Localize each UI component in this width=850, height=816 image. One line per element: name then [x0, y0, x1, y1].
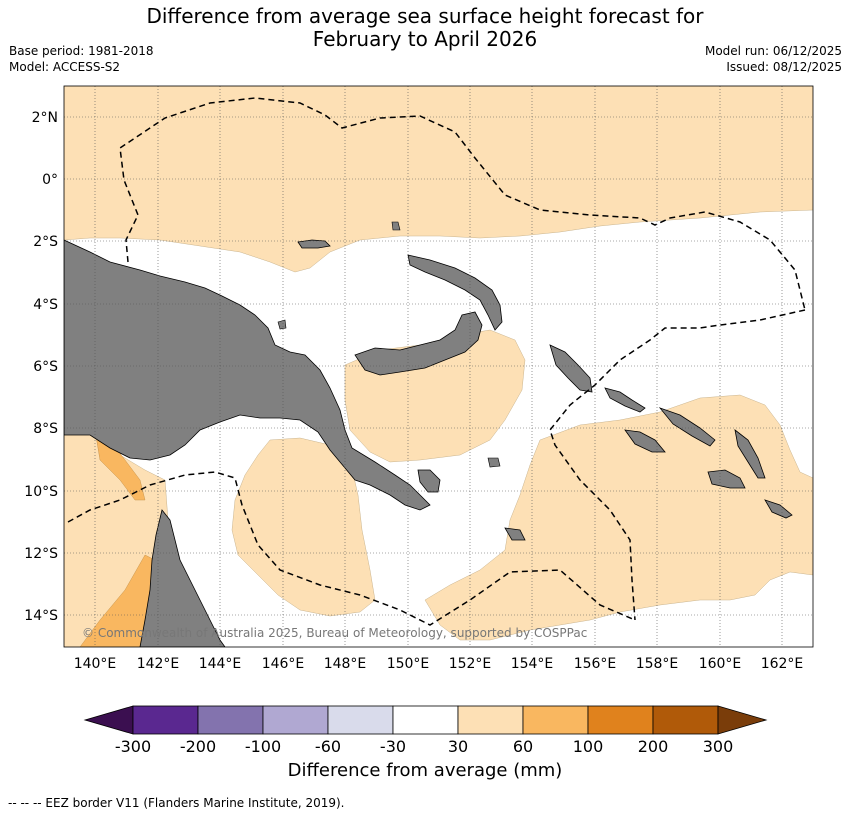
lon-label: 152°E	[449, 656, 492, 672]
map-area	[64, 86, 813, 647]
colorbar-tick: 60	[513, 737, 533, 756]
lon-label: 154°E	[511, 656, 554, 672]
land-malaita	[734, 429, 766, 479]
lon-label: 160°E	[699, 656, 742, 672]
grid-lines	[64, 86, 813, 647]
land-choiseul	[604, 387, 646, 413]
model-run: Model run: 06/12/2025	[704, 44, 842, 58]
lat-label: 14°S	[24, 608, 58, 624]
colorbar-swatch	[197, 705, 264, 735]
lon-label: 156°E	[574, 656, 617, 672]
colorbar-extend-high	[717, 705, 768, 735]
land-guadalcanal	[624, 429, 666, 453]
eez-png-north	[119, 97, 806, 311]
colorbar-swatch	[327, 705, 394, 735]
colorbar-tick: 100	[573, 737, 604, 756]
issued-date: Issued: 08/12/2025	[726, 60, 842, 74]
model-name: Model: ACCESS-S2	[9, 60, 121, 74]
colorbar-tick: 300	[703, 737, 734, 756]
anomaly-region-north	[64, 86, 813, 273]
land-rossel	[504, 527, 526, 541]
lon-label: 146°E	[262, 656, 305, 672]
colorbar-tick: -200	[180, 737, 216, 756]
colorbar-swatch	[587, 705, 654, 735]
land-manus	[297, 239, 331, 249]
title-line-1: Difference from average sea surface heig…	[146, 4, 704, 28]
colorbar-tick: -30	[380, 737, 406, 756]
map-frame	[63, 85, 814, 648]
lon-label: 158°E	[636, 656, 679, 672]
lon-label: 140°E	[74, 656, 117, 672]
land-rennell	[764, 499, 793, 519]
land-makira	[707, 469, 746, 489]
colorbar-swatch	[132, 705, 199, 735]
colorbar-extend-low	[83, 705, 134, 735]
land-new-britain	[354, 311, 483, 376]
copyright-notice: © Commonwealth of Australia 2025, Bureau…	[82, 626, 587, 640]
lat-label: 4°S	[33, 297, 58, 313]
colorbar-tick: 30	[448, 737, 468, 756]
land-new-guinea	[64, 239, 431, 511]
axis-labels: 2°N 0° 2°S 4°S 6°S 8°S 10°S 12°S 14°S 14…	[24, 110, 803, 672]
colorbar-swatch	[522, 705, 589, 735]
lon-label: 162°E	[761, 656, 804, 672]
eez-solomon	[549, 309, 806, 621]
lat-label: 10°S	[24, 484, 58, 500]
colorbar-tick: -100	[245, 737, 281, 756]
lat-label: 2°S	[33, 234, 58, 250]
land-new-ireland	[407, 254, 503, 331]
colorbar-tick: -300	[115, 737, 151, 756]
colorbar-swatch	[652, 705, 719, 735]
lat-label: 6°S	[33, 359, 58, 375]
colorbar	[83, 705, 768, 735]
land-dentrecasteaux	[417, 469, 441, 493]
eez-borders	[67, 97, 806, 626]
lat-label: 2°N	[32, 110, 58, 126]
lon-label: 150°E	[387, 656, 430, 672]
lat-label: 8°S	[33, 421, 58, 437]
eez-legend: -- -- -- EEZ border V11 (Flanders Marine…	[8, 796, 345, 810]
land-small-island-2	[391, 221, 401, 231]
colorbar-swatch	[392, 705, 459, 735]
colorbar-label: Difference from average (mm)	[287, 760, 563, 781]
lat-label: 0°	[42, 172, 58, 188]
colorbar-tick: -60	[315, 737, 341, 756]
base-period: Base period: 1981-2018	[9, 44, 154, 58]
land-cape-york	[139, 509, 226, 647]
eez-coral-sea	[67, 471, 636, 626]
land-small-island-1	[277, 319, 287, 330]
colorbar-swatch	[457, 705, 524, 735]
title-line-2: February to April 2026	[312, 27, 538, 51]
land-bougainville	[549, 344, 593, 393]
lat-label: 12°S	[24, 546, 58, 562]
lon-label: 142°E	[137, 656, 180, 672]
colorbar-ticks: -300 -200 -100 -60 -30 30 60 100 200 300	[115, 737, 733, 756]
colorbar-tick: 200	[638, 737, 669, 756]
lon-label: 148°E	[324, 656, 367, 672]
lon-label: 144°E	[199, 656, 242, 672]
colorbar-swatch	[262, 705, 329, 735]
land-small-island-3	[487, 457, 501, 468]
land-santa-isabel	[658, 407, 716, 447]
